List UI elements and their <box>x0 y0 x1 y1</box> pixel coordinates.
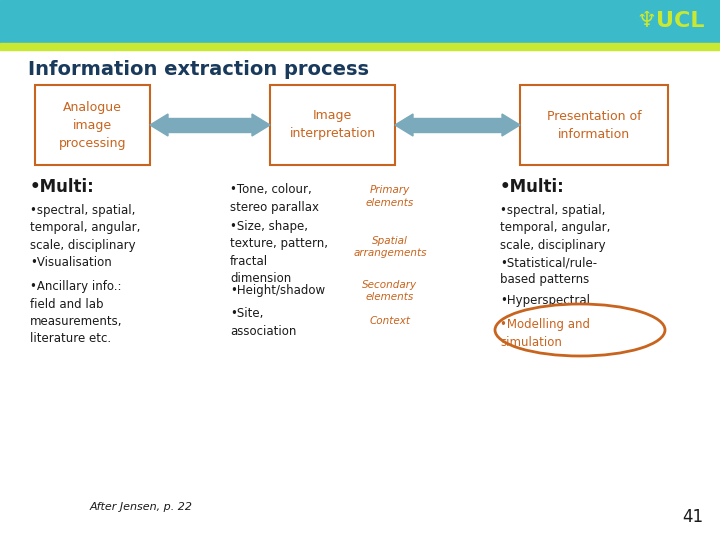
Polygon shape <box>252 114 270 136</box>
Bar <box>168 118 252 132</box>
Bar <box>0 0 720 43</box>
Text: Primary
elements: Primary elements <box>366 185 414 208</box>
FancyBboxPatch shape <box>35 85 150 165</box>
Text: •Ancillary info.:
field and lab
measurements,
literature etc.: •Ancillary info.: field and lab measurem… <box>30 280 122 346</box>
Text: 41: 41 <box>682 508 703 526</box>
Bar <box>413 118 502 132</box>
Polygon shape <box>395 114 413 136</box>
Text: •Height/shadow: •Height/shadow <box>230 284 325 297</box>
Text: Image
interpretation: Image interpretation <box>289 110 376 140</box>
FancyBboxPatch shape <box>270 85 395 165</box>
Text: •Tone, colour,
stereo parallax: •Tone, colour, stereo parallax <box>230 183 319 213</box>
FancyBboxPatch shape <box>520 85 668 165</box>
Text: •Multi:: •Multi: <box>30 178 95 196</box>
Text: •Size, shape,
texture, pattern,
fractal
dimension: •Size, shape, texture, pattern, fractal … <box>230 220 328 286</box>
Text: •Site,
association: •Site, association <box>230 307 297 338</box>
Text: Analogue
image
processing: Analogue image processing <box>59 100 126 150</box>
Polygon shape <box>150 114 168 136</box>
Text: ♆UCL: ♆UCL <box>636 11 705 31</box>
Polygon shape <box>502 114 520 136</box>
Bar <box>0 43 720 50</box>
Text: •Visualisation: •Visualisation <box>30 256 112 269</box>
Text: Presentation of
information: Presentation of information <box>546 110 642 140</box>
Text: Spatial
arrangements: Spatial arrangements <box>354 236 427 258</box>
Text: •spectral, spatial,
temporal, angular,
scale, disciplinary: •spectral, spatial, temporal, angular, s… <box>500 204 611 252</box>
Text: •Hyperspectral: •Hyperspectral <box>500 294 590 307</box>
Text: Context: Context <box>369 316 410 326</box>
Text: •Modelling and
simulation: •Modelling and simulation <box>500 318 590 348</box>
Text: •spectral, spatial,
temporal, angular,
scale, disciplinary: •spectral, spatial, temporal, angular, s… <box>30 204 140 252</box>
Text: Information extraction process: Information extraction process <box>28 60 369 79</box>
Text: •Multi:: •Multi: <box>500 178 564 196</box>
Text: •Statistical/rule-
based patterns: •Statistical/rule- based patterns <box>500 256 597 287</box>
Text: Secondary
elements: Secondary elements <box>362 280 418 302</box>
Text: After Jensen, p. 22: After Jensen, p. 22 <box>90 502 193 512</box>
